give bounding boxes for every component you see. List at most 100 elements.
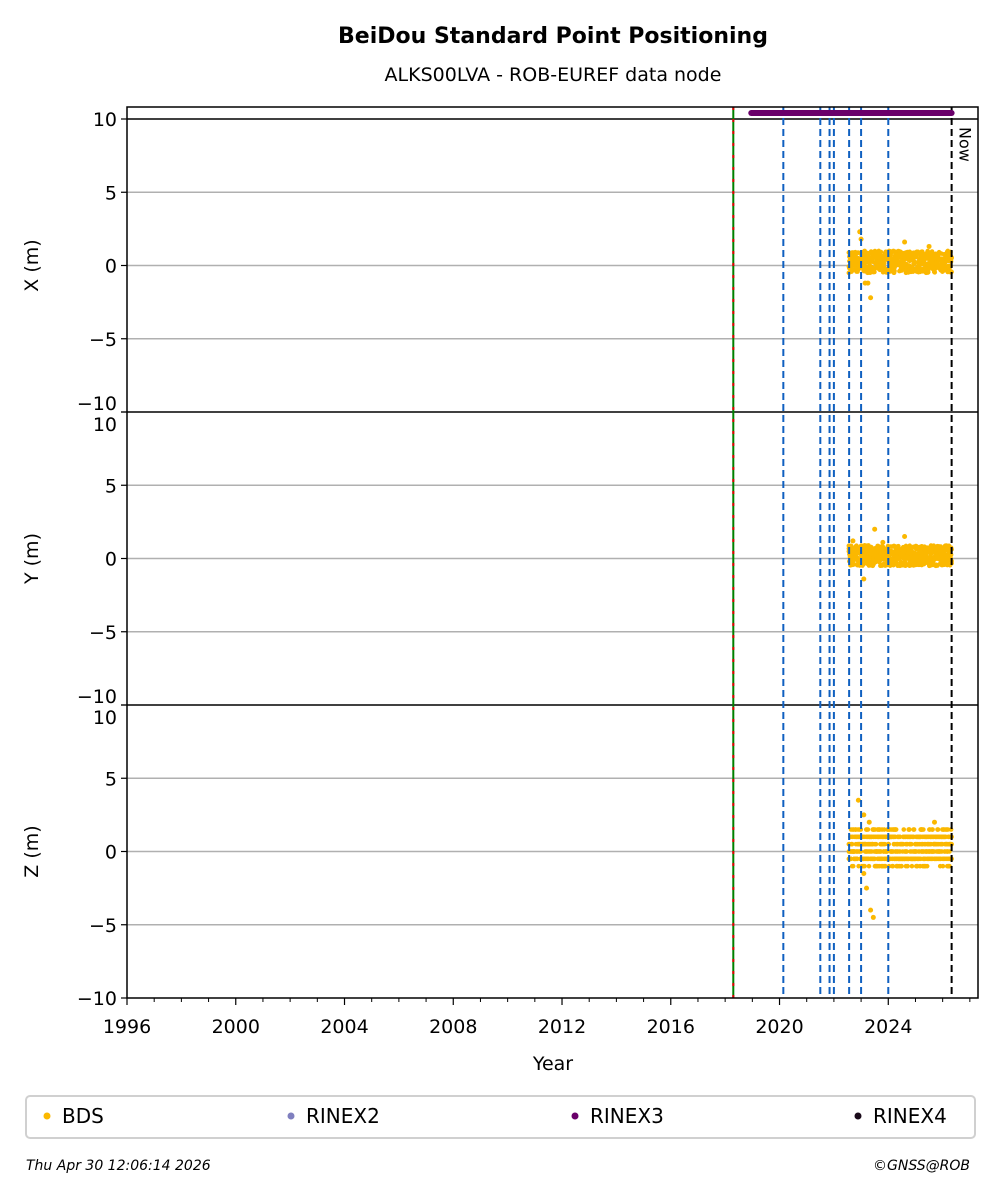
data-point-bds [909,841,914,847]
data-point-bds [901,827,907,832]
y-tick-label: 10 [93,414,117,436]
x-tick-label: 2024 [864,1016,912,1038]
data-point-bds [861,870,867,876]
y-tick-label: 5 [105,768,117,790]
data-point-bds [865,827,871,832]
footer-timestamp: Thu Apr 30 12:06:14 2026 [26,1158,211,1174]
data-point-bds [932,270,938,275]
x-tick-label: 2000 [212,1016,260,1038]
data-point-bds [866,819,872,825]
data-point-bds [926,243,932,249]
x-tick-label: 2016 [647,1016,695,1038]
legend-label-rinex3: RINEX3 [590,1104,664,1128]
data-point-bds [850,538,856,544]
data-point-bds [861,812,867,818]
data-point-bds [902,239,908,245]
data-point-bds [880,539,886,545]
y-axis-label: X (m) [21,239,43,291]
plot-frame [126,106,979,999]
data-point-bds [856,863,861,869]
y-tick-label: −10 [77,988,117,1010]
data-point-bds [862,863,867,869]
data-point-bds [935,827,941,832]
y-tick-label: 10 [93,109,117,131]
data-point-bds [915,249,921,255]
data-point-bds [868,907,874,913]
y-tick-label: 0 [105,256,117,278]
x-tick-label: 2008 [429,1016,477,1038]
y-tick-label: −5 [89,329,117,351]
data-point-bds [850,863,856,869]
y-tick-label: 0 [105,842,117,864]
data-point-bds [904,849,909,854]
data-point-bds [861,576,867,582]
y-tick-label: 0 [105,549,117,571]
y-tick-label: −10 [77,686,117,708]
data-point-bds [940,863,946,869]
legend: BDS RINEX2 RINEX3 RINEX4 [43,1104,947,1128]
y-tick-label: 5 [105,475,117,497]
data-point-bds [881,827,887,832]
footer-copyright: ©GNSS@ROB [873,1158,970,1174]
data-point-bds [893,827,899,832]
data-point-bds [931,819,937,825]
data-point-bds [902,534,908,540]
data-point-bds [906,827,912,832]
legend-label-rinex4: RINEX4 [873,1104,947,1128]
data-point-bds [899,863,904,869]
data-point-bds [909,863,915,869]
x-tick-label: 2004 [320,1016,368,1038]
data-point-bds [949,255,954,261]
y-tick-label: −5 [89,915,117,937]
y-axis-label: Y (m) [21,533,43,585]
data-point-bds [872,526,878,532]
data-point-bds [945,827,951,832]
x-tick-label: 2012 [538,1016,586,1038]
data-point-bds [921,827,926,832]
data-point-bds [872,856,877,862]
data-point-bds [864,885,870,891]
y-axis-label: Z (m) [21,825,43,877]
y-tick-label: −10 [77,393,117,415]
y-tick-label: 10 [93,707,117,729]
x-tick-label: 1996 [103,1016,151,1038]
data-point-bds [872,269,877,275]
data-point-bds [865,280,871,286]
legend-marker-rinex3 [571,1112,579,1120]
y-tick-label: 5 [105,182,117,204]
data-point-bds [919,249,925,254]
legend-marker-bds [43,1112,51,1120]
data-point-bds [930,827,935,832]
data-point-bds [947,863,952,869]
data-point-bds [854,856,860,862]
data-point-bds [882,841,888,847]
data-point-bds [912,261,917,266]
data-point-bds [897,834,903,840]
data-point-bds [882,863,888,869]
data-point-bds [855,797,861,803]
data-point-bds [878,249,884,255]
legend-marker-rinex2 [287,1112,295,1120]
data-point-bds [873,841,879,847]
data-point-bds [849,841,855,847]
legend-label-bds: BDS [62,1104,104,1128]
data-point-bds [905,863,910,869]
y-tick-label: −5 [89,622,117,644]
legend-label-rinex2: RINEX2 [306,1104,380,1128]
data-point-bds [949,269,954,275]
data-point-bds [866,863,872,869]
x-tick-label: 2020 [755,1016,803,1038]
x-axis-label: Year [532,1053,573,1075]
legend-box [25,1095,976,1139]
data-point-bds [881,261,887,266]
data-point-bds [924,863,930,869]
now-label: Now [956,127,975,162]
data-point-bds [890,863,896,869]
plot-panels: 10 5 0 −5 −10 X (m) 10 5 0 −5 −10 Y (m) 10 5 0 −5 −10 Z (… [21,106,979,1038]
legend-marker-rinex4 [854,1112,862,1120]
chart-subtitle: ALKS00LVA - ROB-EUREF data node [385,64,722,86]
data-point-bds [868,295,874,301]
data-point-bds [911,827,917,832]
data-point-bds [947,849,952,854]
